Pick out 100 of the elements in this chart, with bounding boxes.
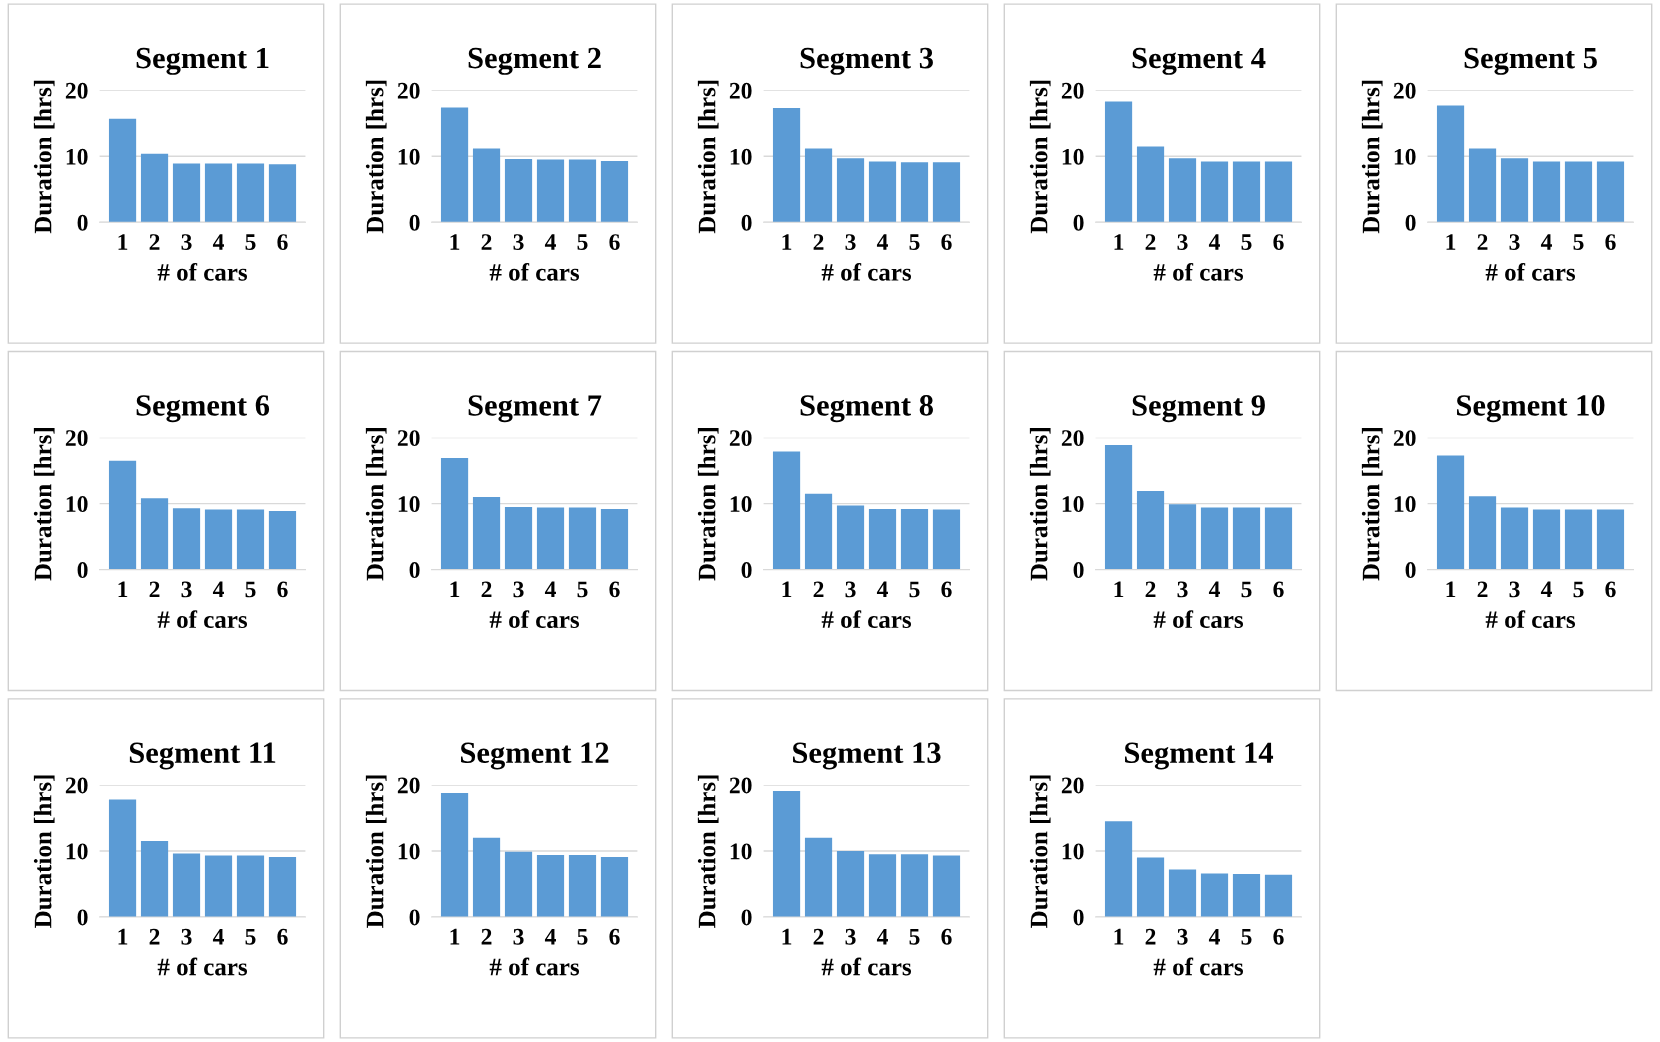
bar (1136, 491, 1165, 570)
bar (600, 508, 629, 570)
y-tick-label: 20 (1061, 82, 1084, 99)
y-tick-label: 20 (1061, 430, 1084, 447)
bar (204, 163, 233, 223)
x-tick-label: 5 (1241, 581, 1252, 598)
bar (932, 162, 961, 223)
x-tick-label: 6 (277, 234, 288, 251)
x-tick-label: 3 (1177, 581, 1188, 598)
bar (1596, 509, 1625, 570)
bar (108, 799, 137, 917)
y-axis-title: Duration [hrs] (1361, 80, 1383, 234)
y-tick-label: 20 (397, 430, 420, 447)
x-tick-label: 1 (782, 234, 792, 250)
bar (804, 837, 833, 917)
bar (1468, 148, 1497, 223)
y-tick-label: 20 (397, 777, 420, 794)
bar (440, 458, 469, 570)
y-tick-label: 10 (66, 496, 88, 513)
y-axis-title: Duration [hrs] (697, 80, 719, 234)
bar (1200, 873, 1229, 917)
bar (1200, 161, 1229, 223)
y-axis-title: Duration [hrs] (33, 775, 55, 928)
y-tick-label: 0 (77, 214, 88, 231)
x-tick-label: 1 (450, 581, 460, 598)
x-axis-title: # of cars (1153, 262, 1244, 281)
y-axis-title: Duration [hrs] (697, 775, 719, 928)
bar (1264, 507, 1293, 570)
bar (1264, 874, 1293, 917)
bar (172, 163, 201, 223)
bar (1136, 857, 1165, 917)
y-tick-label: 0 (1073, 214, 1084, 231)
x-tick-label: 4 (1540, 581, 1552, 598)
bar (1200, 507, 1229, 570)
x-tick-label: 6 (941, 928, 952, 945)
x-tick-label: 4 (212, 928, 224, 945)
x-tick-label: 5 (577, 234, 588, 251)
y-axis-title: Duration [hrs] (697, 428, 719, 581)
y-tick-label: 20 (729, 82, 752, 99)
bar (172, 853, 201, 917)
x-tick-label: 5 (577, 928, 588, 945)
x-tick-label: 4 (1208, 928, 1220, 945)
chart-title: Segment 10 (1457, 395, 1605, 423)
bar (1104, 821, 1133, 917)
x-tick-label: 2 (481, 581, 492, 598)
x-tick-label: 1 (782, 928, 792, 945)
bar (1232, 507, 1261, 570)
bar (900, 508, 929, 570)
bar (568, 507, 597, 570)
x-axis-title: # of cars (821, 262, 912, 281)
x-tick-label: 4 (544, 928, 556, 945)
x-tick-label: 6 (609, 928, 620, 945)
x-tick-label: 4 (876, 581, 888, 598)
bar (900, 854, 929, 917)
x-tick-label: 3 (1177, 928, 1188, 945)
y-tick-label: 10 (66, 843, 88, 860)
bar (172, 508, 201, 570)
x-tick-label: 2 (1477, 581, 1488, 598)
x-tick-label: 6 (1273, 928, 1284, 945)
y-tick-label: 10 (730, 843, 752, 860)
bar (1104, 444, 1133, 570)
bar (504, 506, 533, 570)
chart-title: Segment 3 (800, 47, 933, 75)
x-tick-label: 3 (181, 581, 192, 598)
x-tick-label: 5 (909, 581, 920, 598)
x-tick-label: 2 (813, 234, 824, 250)
x-tick-label: 2 (1145, 928, 1156, 945)
y-tick-label: 0 (741, 909, 752, 926)
x-tick-label: 2 (481, 928, 492, 945)
y-tick-label: 10 (1394, 496, 1416, 513)
bar (868, 508, 897, 570)
bar (1596, 161, 1625, 223)
y-tick-label: 0 (1405, 562, 1416, 579)
bar (440, 107, 469, 223)
x-tick-label: 5 (1573, 581, 1584, 598)
bar (568, 159, 597, 223)
y-axis-title: Duration [hrs] (365, 80, 387, 234)
y-tick-label: 20 (65, 777, 88, 794)
bar (1436, 455, 1465, 570)
y-tick-label: 0 (1073, 562, 1084, 579)
x-axis-title: # of cars (157, 610, 248, 629)
bar (268, 164, 297, 223)
x-tick-label: 2 (149, 928, 160, 945)
y-axis-title: Duration [hrs] (33, 428, 55, 581)
x-tick-label: 3 (513, 234, 524, 251)
bar (1564, 509, 1593, 570)
y-tick-label: 0 (409, 214, 420, 231)
bar (108, 460, 137, 570)
bar (504, 851, 533, 917)
bar (900, 162, 929, 223)
x-tick-label: 1 (1446, 234, 1456, 250)
bar (1468, 496, 1497, 570)
bar (836, 850, 865, 917)
x-tick-label: 4 (1540, 234, 1552, 250)
bar (504, 158, 533, 223)
y-tick-label: 20 (65, 430, 88, 447)
x-tick-label: 5 (577, 581, 588, 598)
x-tick-label: 4 (212, 234, 224, 250)
bar (600, 160, 629, 223)
bar (268, 510, 297, 570)
